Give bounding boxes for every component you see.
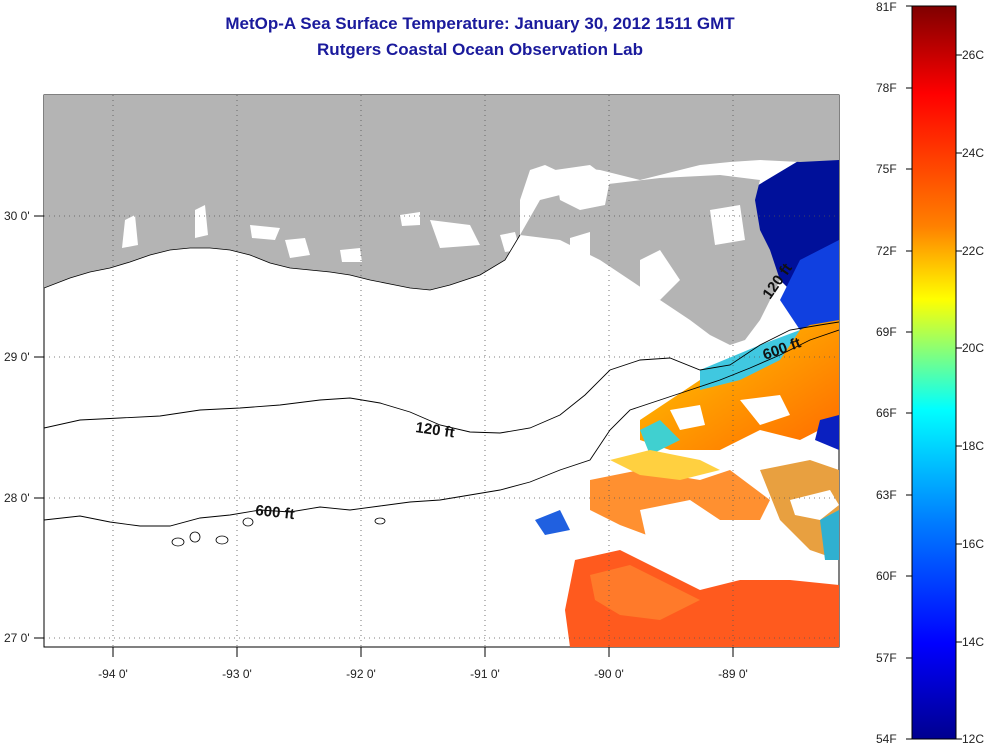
contour-label-120ft-west: 120 ft — [414, 419, 455, 441]
lon-tick-label: -91 0' — [470, 667, 500, 681]
colorbar-label-fahrenheit: 66F — [876, 406, 897, 420]
colorbar-label-fahrenheit: 54F — [876, 732, 897, 746]
colorbar-label-fahrenheit: 72F — [876, 244, 897, 258]
sst-data-area — [535, 158, 839, 647]
colorbar — [911, 5, 957, 740]
colorbar-label-fahrenheit: 75F — [876, 162, 897, 176]
contour-600ft — [44, 329, 839, 527]
contour-120ft — [44, 321, 839, 434]
lat-tick-label: 29 0' — [4, 350, 30, 364]
colorbar-ticks — [906, 5, 962, 740]
colorbar-label-fahrenheit: 57F — [876, 651, 897, 665]
lon-tick-label: -89 0' — [718, 667, 748, 681]
map-title: MetOp-A Sea Surface Temperature: January… — [225, 14, 735, 33]
lat-tick-label: 27 0' — [4, 631, 30, 645]
colorbar-label-celsius: 18C — [962, 439, 985, 453]
colorbar-label-celsius: 24C — [962, 146, 985, 160]
lon-tick-label: -94 0' — [98, 667, 128, 681]
colorbar-label-fahrenheit: 69F — [876, 325, 897, 339]
colorbar-label-celsius: 20C — [962, 341, 985, 355]
colorbar-label-celsius: 26C — [962, 48, 985, 62]
contour-label-600ft-west: 600 ft — [255, 502, 296, 523]
lakes — [122, 165, 745, 300]
colorbar-label-celsius: 16C — [962, 537, 985, 551]
coastline — [44, 234, 521, 291]
seafloor-islands — [171, 517, 386, 547]
colorbar-label-celsius: 22C — [962, 244, 985, 258]
colorbar-label-celsius: 14C — [962, 635, 985, 649]
map-subtitle: Rutgers Coastal Ocean Observation Lab — [317, 40, 643, 59]
colorbar-label-celsius: 12C — [962, 732, 985, 746]
colorbar-label-fahrenheit: 81F — [876, 0, 897, 14]
lat-tick-label: 30 0' — [4, 209, 30, 223]
colorbar-label-fahrenheit: 78F — [876, 81, 897, 95]
lon-tick-label: -92 0' — [346, 667, 376, 681]
colorbar-label-fahrenheit: 63F — [876, 488, 897, 502]
lon-tick-label: -90 0' — [594, 667, 624, 681]
colorbar-label-fahrenheit: 60F — [876, 569, 897, 583]
lon-tick-label: -93 0' — [222, 667, 252, 681]
axis-ticks — [34, 215, 734, 657]
lat-tick-label: 28 0' — [4, 491, 30, 505]
